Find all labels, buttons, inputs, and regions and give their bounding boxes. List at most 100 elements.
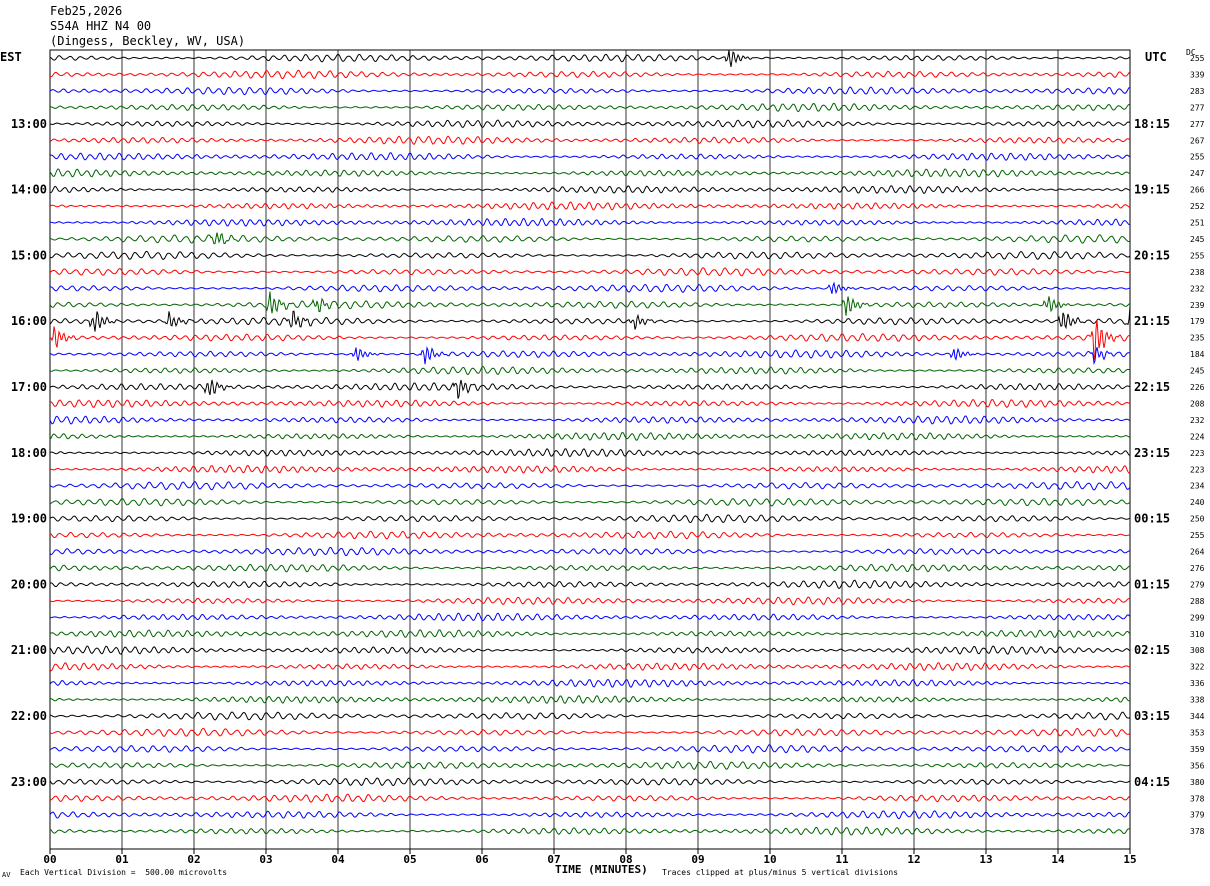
x-tick-label: 00 xyxy=(43,853,56,866)
trace-row xyxy=(49,793,1131,803)
utc-hour-label: 03:15 xyxy=(1134,709,1170,723)
dc-offset-value: 339 xyxy=(1190,70,1205,79)
clip-note: Traces clipped at plus/minus 5 vertical … xyxy=(662,868,899,877)
dc-offset-value: 226 xyxy=(1190,383,1205,392)
utc-hour-label: 04:15 xyxy=(1134,775,1170,789)
trace-row xyxy=(49,102,1131,113)
trace-row xyxy=(49,291,1131,316)
utc-hour-label: 18:15 xyxy=(1134,117,1170,131)
trace-row xyxy=(50,695,1130,705)
trace-row xyxy=(49,596,1131,606)
utc-hour-label: 20:15 xyxy=(1134,248,1170,262)
dc-offset-value: 277 xyxy=(1190,120,1205,129)
x-tick-label: 04 xyxy=(331,853,345,866)
dc-offset-value: 245 xyxy=(1190,367,1205,376)
utc-hour-label: 21:15 xyxy=(1134,314,1170,328)
trace-row xyxy=(50,281,1131,295)
dc-offset-value: 380 xyxy=(1190,778,1205,787)
trace-row xyxy=(49,464,1131,474)
dc-offset-value: 252 xyxy=(1190,202,1205,211)
est-hour-label: 14:00 xyxy=(11,183,47,197)
dc-offset-value: 239 xyxy=(1190,301,1205,310)
dc-offset-value: 322 xyxy=(1190,663,1205,672)
trace-row xyxy=(49,480,1131,491)
trace-row xyxy=(49,744,1131,754)
trace-row xyxy=(49,546,1131,557)
dc-offset-value: 359 xyxy=(1190,745,1205,754)
dc-offset-value: 250 xyxy=(1190,515,1205,524)
x-tick-label: 11 xyxy=(835,853,849,866)
trace-row xyxy=(49,760,1131,771)
dc-offset-value: 264 xyxy=(1190,548,1205,557)
est-hour-label: 21:00 xyxy=(11,643,47,657)
est-hour-label: 18:00 xyxy=(11,446,47,460)
dc-offset-value: 308 xyxy=(1190,646,1205,655)
dc-offset-value: 288 xyxy=(1190,597,1205,606)
x-tick-label: 07 xyxy=(547,853,560,866)
est-hour-label: 19:00 xyxy=(11,512,47,526)
dc-offset-value: 344 xyxy=(1190,712,1205,721)
utc-hour-label: 01:15 xyxy=(1134,577,1170,591)
utc-hour-label: 00:15 xyxy=(1134,512,1170,526)
est-hour-label: 23:00 xyxy=(11,775,47,789)
dc-offset-value: 247 xyxy=(1190,169,1205,178)
dc-offset-value: 223 xyxy=(1190,465,1205,474)
dc-offset-value: 235 xyxy=(1190,334,1205,343)
dc-offset-value: 353 xyxy=(1190,728,1205,737)
scale-note: Each Vertical Division = 500.00 microvol… xyxy=(20,868,228,877)
est-hour-label: 22:00 xyxy=(11,709,47,723)
est-hour-label: 13:00 xyxy=(11,117,47,131)
dc-column-label: DC xyxy=(1186,48,1196,57)
x-tick-label: 09 xyxy=(691,853,704,866)
dc-offset-value: 378 xyxy=(1190,794,1205,803)
dc-offset-value: 232 xyxy=(1190,416,1205,425)
est-hour-label: 15:00 xyxy=(11,248,47,262)
x-tick-label: 03 xyxy=(259,853,272,866)
dc-offset-value: 379 xyxy=(1190,811,1205,820)
dc-offset-value: 255 xyxy=(1190,54,1205,63)
dc-offset-value: 208 xyxy=(1190,399,1205,408)
trace-row xyxy=(49,415,1131,425)
x-tick-label: 06 xyxy=(475,853,489,866)
x-axis-title: TIME (MINUTES) xyxy=(555,863,648,876)
x-tick-label: 02 xyxy=(187,853,200,866)
utc-hour-label: 23:15 xyxy=(1134,446,1170,460)
x-tick-label: 05 xyxy=(403,853,416,866)
trace-row xyxy=(49,267,1131,277)
x-tick-label: 12 xyxy=(907,853,920,866)
utc-hour-label: 02:15 xyxy=(1134,643,1170,657)
dc-offset-value: 276 xyxy=(1190,564,1205,573)
trace-row xyxy=(49,826,1131,836)
x-tick-label: 10 xyxy=(763,853,776,866)
trace-row xyxy=(49,250,1131,260)
trace-row xyxy=(49,69,1131,80)
trace-row xyxy=(49,810,1131,820)
plot-date: Feb25,2026 xyxy=(50,4,123,18)
trace-row xyxy=(49,135,1131,145)
dc-offset-value: 240 xyxy=(1190,498,1205,507)
x-tick-label: 08 xyxy=(619,853,632,866)
dc-offset-value: 299 xyxy=(1190,613,1205,622)
trace-row xyxy=(50,398,1131,409)
dc-offset-value: 336 xyxy=(1190,679,1205,688)
dc-offset-value: 251 xyxy=(1190,219,1205,228)
dc-offset-value: 310 xyxy=(1190,630,1205,639)
dc-offset-value: 277 xyxy=(1190,103,1205,112)
trace-row xyxy=(49,579,1130,590)
plot-frame xyxy=(49,49,1131,850)
trace-row xyxy=(49,365,1131,376)
dc-offset-value: 378 xyxy=(1190,827,1205,836)
utc-hour-label: 22:15 xyxy=(1134,380,1170,394)
dc-offset-value: 234 xyxy=(1190,482,1205,491)
trace-row xyxy=(49,86,1131,96)
x-tick-label: 13 xyxy=(979,853,992,866)
trace-row xyxy=(49,201,1131,211)
dc-offset-value: 356 xyxy=(1190,761,1205,770)
dc-offset-value: 255 xyxy=(1190,251,1205,260)
trace-row xyxy=(49,678,1131,688)
x-tick-label: 14 xyxy=(1051,853,1065,866)
utc-hour-label: 19:15 xyxy=(1134,183,1170,197)
est-hour-label: 16:00 xyxy=(11,314,47,328)
trace-row xyxy=(49,152,1131,161)
